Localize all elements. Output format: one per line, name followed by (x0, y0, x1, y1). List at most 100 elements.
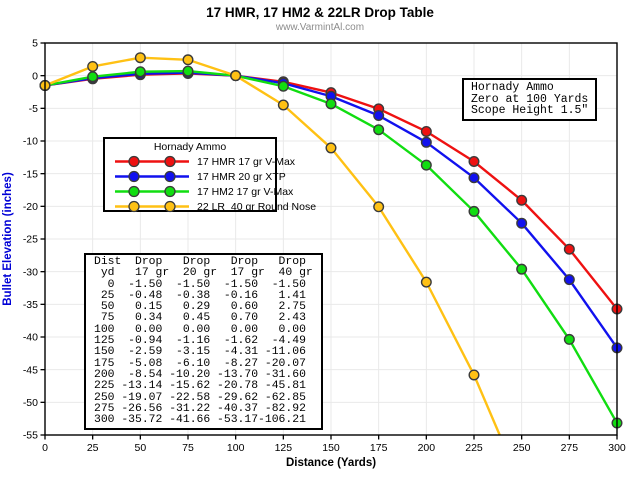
drop-table-row: 50 0.15 0.29 0.60 2.75 (94, 301, 306, 314)
drop-table-row: 150 -2.59 -3.15 -4.31 -11.06 (94, 346, 306, 359)
series-2-marker (325, 98, 337, 110)
annotation-line-1: Zero at 100 Yards (471, 92, 589, 106)
x-tick-label: 150 (322, 442, 340, 454)
series-2-marker (373, 124, 385, 136)
y-tick-label: -40 (23, 332, 38, 344)
y-tick-label: -15 (23, 168, 38, 180)
x-tick-label: 100 (227, 442, 245, 454)
y-tick-label: 0 (32, 70, 38, 82)
series-0-marker (516, 194, 528, 206)
legend-label-1: 17 HMR 20 gr XTP (197, 170, 286, 183)
series-3-marker (134, 52, 146, 64)
series-1-marker (373, 110, 385, 122)
y-tick-label: -45 (23, 364, 38, 376)
drop-table-header-0: Dist Drop Drop Drop Drop (94, 256, 306, 268)
series-0-marker (563, 243, 575, 255)
drop-table-row: 75 0.34 0.45 0.70 2.43 (94, 312, 306, 325)
chart-title: 17 HMR, 17 HM2 & 22LR Drop Table (206, 5, 434, 20)
legend-marker (164, 185, 176, 198)
series-1-marker (468, 172, 480, 184)
series-1-marker (516, 217, 528, 229)
y-tick-label: 5 (32, 38, 38, 50)
y-tick-label: -10 (23, 136, 38, 148)
x-tick-label: 25 (87, 442, 99, 454)
legend-marker (164, 200, 176, 213)
legend-label-3: 22 LR 40 gr Round Nose (197, 200, 317, 213)
y-tick-label: -35 (23, 299, 38, 311)
y-tick-label: -20 (23, 201, 38, 213)
x-tick-label: 300 (608, 442, 626, 454)
chart-subtitle: www.VarmintAl.com (275, 22, 365, 33)
legend-title: Hornady Ammo (153, 141, 227, 153)
legend-item-1: 17 HMR 20 gr XTP (105, 169, 286, 184)
x-tick-label: 0 (42, 442, 48, 454)
series-3-marker (277, 99, 289, 111)
legend-marker (128, 170, 140, 183)
series-2-marker (87, 71, 99, 83)
legend-item-3: 22 LR 40 gr Round Nose (105, 199, 316, 214)
series-0-marker (420, 125, 432, 137)
drop-table-row: 200 -8.54 -10.20 -13.70 -31.60 (94, 368, 306, 381)
legend-item-0: 17 HMR 17 gr V-Max (105, 154, 295, 169)
legend-label-2: 17 HM2 17 gr V-Max (197, 185, 294, 198)
x-tick-label: 175 (370, 442, 388, 454)
series-3-marker (468, 369, 480, 381)
y-tick-label: -30 (23, 266, 38, 278)
x-tick-label: 75 (182, 442, 194, 454)
drop-table-row: 300 -35.72 -41.66 -53.17-106.21 (94, 414, 306, 427)
legend-marker (128, 185, 140, 198)
legend-marker (128, 200, 140, 213)
drop-table-row: 250 -19.07 -22.58 -29.62 -62.85 (94, 391, 306, 404)
y-axis-label: Bullet Elevation (inches) (2, 172, 14, 306)
series-3-marker (230, 70, 242, 82)
series-3-marker (373, 201, 385, 213)
legend-label-0: 17 HMR 17 gr V-Max (197, 155, 296, 168)
annotation-box: Hornady Ammo Zero at 100 Yards Scope Heigh… (462, 78, 598, 121)
x-tick-label: 250 (513, 442, 531, 454)
x-axis-label: Distance (Yards) (285, 457, 377, 469)
drop-table-row: 125 -0.94 -1.16 -1.62 -4.49 (94, 335, 306, 348)
series-2-marker (516, 263, 528, 275)
drop-table: Dist Drop Drop Drop Drop yd 17 gr 20 gr … (84, 253, 323, 431)
series-2-marker (563, 333, 575, 345)
drop-table-row: 100 0.00 0.00 0.00 0.00 (94, 323, 306, 336)
legend-sample-0 (115, 155, 189, 168)
legend: Hornady Ammo 17 HMR 17 gr V-Max 17 HMR 20… (103, 137, 316, 214)
drop-table-row: 25 -0.48 -0.38 -0.16 1.41 (94, 289, 306, 302)
series-3-marker (87, 60, 99, 72)
x-tick-label: 200 (418, 442, 436, 454)
drop-table-header-1: yd 17 gr 20 gr 17 gr 40 gr (94, 267, 313, 280)
legend-marker (164, 155, 176, 168)
x-tick-label: 50 (134, 442, 146, 454)
annotation-line-0: Hornady Ammo (471, 81, 554, 94)
x-tick-label: 125 (275, 442, 293, 454)
series-1-marker (563, 274, 575, 286)
legend-marker (128, 155, 140, 168)
legend-sample-2 (115, 185, 189, 198)
y-tick-label: -55 (23, 430, 38, 442)
y-tick-label: -25 (23, 234, 38, 246)
drop-table-row: 275 -26.56 -31.22 -40.37 -82.92 (94, 402, 306, 415)
drop-table-row: 225 -13.14 -15.62 -20.78 -45.81 (94, 380, 306, 393)
y-tick-label: -50 (23, 397, 38, 409)
drop-table-row: 175 -5.08 -6.10 -8.27 -20.07 (94, 357, 306, 370)
series-3-marker (325, 142, 337, 154)
series-3-marker (420, 276, 432, 288)
annotation-line-2: Scope Height 1.5" (471, 104, 589, 117)
series-2-marker (420, 159, 432, 171)
legend-marker (164, 170, 176, 183)
series-2-marker (277, 80, 289, 92)
legend-sample-3 (115, 200, 189, 213)
x-tick-label: 275 (561, 442, 579, 454)
legend-sample-1 (115, 170, 189, 183)
x-tick-label: 225 (465, 442, 483, 454)
series-3-marker (182, 54, 194, 66)
legend-item-2: 17 HM2 17 gr V-Max (105, 184, 293, 199)
drop-table-row: 0 -1.50 -1.50 -1.50 -1.50 (94, 278, 306, 291)
series-1-marker (420, 136, 432, 148)
series-2-marker (134, 66, 146, 78)
y-tick-label: -5 (29, 103, 38, 115)
series-0-marker (468, 156, 480, 168)
legend-entries: 17 HMR 17 gr V-Max 17 HMR 20 gr XTP 17 HM2… (105, 154, 316, 214)
series-2-marker (182, 65, 194, 77)
